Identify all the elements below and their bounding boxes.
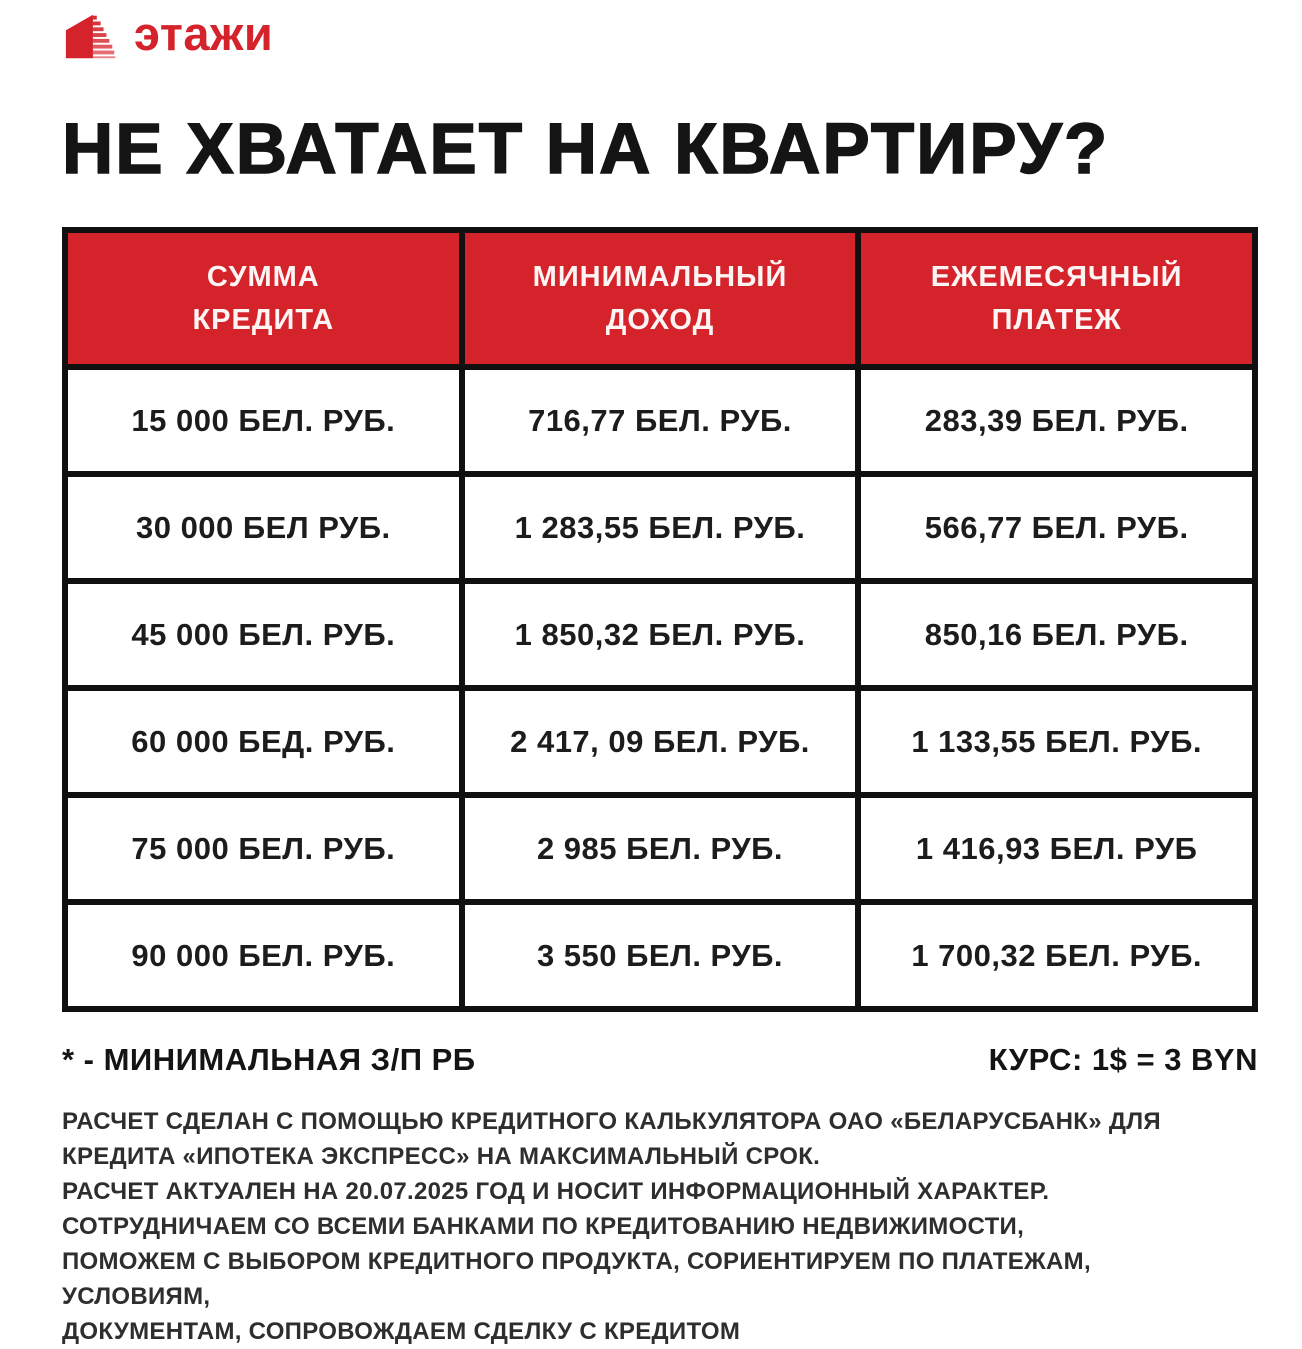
credit-table-body: 15 000 БЕЛ. РУБ. 716,77 БЕЛ. РУБ. 283,39… [62, 364, 1258, 1012]
cell-credit-sum: 45 000 БЕЛ. РУБ. [62, 578, 465, 691]
cell-min-income: 2 985 БЕЛ. РУБ. [458, 792, 862, 905]
col-header-line: ПЛАТЕЖ [991, 303, 1122, 336]
disclaimer-line: ДОКУМЕНТАМ, СОПРОВОЖДАЕМ СДЕЛКУ С КРЕДИТ… [62, 1318, 741, 1346]
cell-credit-sum: 30 000 БЕЛ РУБ. [62, 471, 465, 584]
disclaimer-line: РАСЧЕТ СДЕЛАН С ПОМОЩЬЮ КРЕДИТНОГО КАЛЬК… [62, 1108, 1161, 1135]
col-header-line: ЕЖЕМЕСЯЧНЫЙ [930, 261, 1183, 294]
header-row: СУММА КРЕДИТА МИНИМАЛЬНЫЙ ДОХОД ЕЖЕМЕСЯЧ… [62, 227, 1258, 370]
table-row: 15 000 БЕЛ. РУБ. 716,77 БЕЛ. РУБ. 283,39… [62, 364, 1258, 477]
col-header-monthly-payment: ЕЖЕМЕСЯЧНЫЙ ПЛАТЕЖ [855, 227, 1258, 370]
cell-monthly-payment: 566,77 БЕЛ. РУБ. [855, 471, 1258, 584]
table-row: 45 000 БЕЛ. РУБ. 1 850,32 БЕЛ. РУБ. 850,… [62, 578, 1258, 691]
cell-credit-sum: 60 000 БЕД. РУБ. [62, 685, 465, 798]
cell-min-income: 2 417, 09 БЕЛ. РУБ. [458, 685, 862, 798]
disclaimer: РАСЧЕТ СДЕЛАН С ПОМОЩЬЮ КРЕДИТНОГО КАЛЬК… [62, 1104, 1258, 1349]
table-row: 60 000 БЕД. РУБ. 2 417, 09 БЕЛ. РУБ. 1 1… [62, 685, 1258, 798]
table-row: 30 000 БЕЛ РУБ. 1 283,55 БЕЛ. РУБ. 566,7… [62, 471, 1258, 584]
footnote-row: * - МИНИМАЛЬНАЯ З/П РБ КУРС: 1$ = 3 BYN [62, 1042, 1258, 1078]
credit-table: СУММА КРЕДИТА МИНИМАЛЬНЫЙ ДОХОД ЕЖЕМЕСЯЧ… [62, 227, 1258, 1012]
cell-monthly-payment: 1 133,55 БЕЛ. РУБ. [855, 685, 1258, 798]
col-header-line: СУММА [206, 261, 320, 294]
logo: этажи [62, 10, 1258, 62]
disclaimer-line: КРЕДИТА «ИПОТЕКА ЭКСПРЕСС» НА МАКСИМАЛЬН… [62, 1143, 821, 1171]
cell-monthly-payment: 1 416,93 БЕЛ. РУБ [855, 792, 1258, 905]
disclaimer-line: СОТРУДНИЧАЕМ СО ВСЕМИ БАНКАМИ ПО КРЕДИТО… [62, 1213, 1025, 1241]
cell-credit-sum: 90 000 БЕЛ. РУБ. [62, 899, 465, 1012]
cell-min-income: 1 283,55 БЕЛ. РУБ. [458, 471, 862, 584]
col-header-credit-sum: СУММА КРЕДИТА [62, 227, 465, 370]
col-header-line: КРЕДИТА [192, 303, 335, 336]
logo-text: этажи [134, 6, 274, 60]
col-header-line: МИНИМАЛЬНЫЙ [532, 261, 788, 294]
credit-table-head: СУММА КРЕДИТА МИНИМАЛЬНЫЙ ДОХОД ЕЖЕМЕСЯЧ… [62, 227, 1258, 370]
cell-monthly-payment: 1 700,32 БЕЛ. РУБ. [855, 899, 1258, 1012]
cell-credit-sum: 75 000 БЕЛ. РУБ. [62, 792, 465, 905]
col-header-line: ДОХОД [605, 303, 715, 336]
cell-monthly-payment: 850,16 БЕЛ. РУБ. [855, 578, 1258, 691]
disclaimer-line: УСЛОВИЯМ, [62, 1283, 211, 1311]
disclaimer-line: РАСЧЕТ АКТУАЛЕН НА 20.07.2025 ГОД И НОСИ… [62, 1178, 1050, 1206]
footnote-exchange-rate: КУРС: 1$ = 3 BYN [988, 1042, 1258, 1077]
cell-min-income: 1 850,32 БЕЛ. РУБ. [458, 578, 862, 691]
etazhi-house-icon [62, 11, 120, 61]
table-row: 90 000 БЕЛ. РУБ. 3 550 БЕЛ. РУБ. 1 700,3… [62, 899, 1258, 1012]
page-title: НЕ ХВАТАЕТ НА КВАРТИРУ? [61, 110, 1110, 189]
col-header-min-income: МИНИМАЛЬНЫЙ ДОХОД [458, 227, 862, 370]
footnote-min-salary: * - МИНИМАЛЬНАЯ З/П РБ [62, 1042, 476, 1077]
cell-min-income: 3 550 БЕЛ. РУБ. [458, 899, 862, 1012]
cell-credit-sum: 15 000 БЕЛ. РУБ. [62, 364, 465, 477]
cell-monthly-payment: 283,39 БЕЛ. РУБ. [855, 364, 1258, 477]
table-row: 75 000 БЕЛ. РУБ. 2 985 БЕЛ. РУБ. 1 416,9… [62, 792, 1258, 905]
disclaimer-line: ПОМОЖЕМ С ВЫБОРОМ КРЕДИТНОГО ПРОДУКТА, С… [62, 1248, 1091, 1276]
cell-min-income: 716,77 БЕЛ. РУБ. [458, 364, 862, 477]
